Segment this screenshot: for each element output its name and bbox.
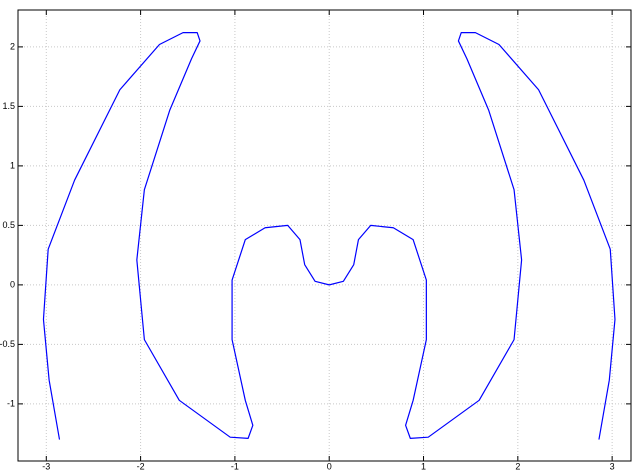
curve [42, 32, 616, 440]
x-tick-label: -1 [231, 461, 239, 471]
y-tick-label: 0.5 [2, 220, 15, 230]
y-tick-label: 1 [10, 160, 15, 170]
y-tick-label: -0.5 [0, 339, 15, 349]
plot-frame [17, 9, 632, 462]
x-tick-label: 2 [515, 461, 520, 471]
x-tick-label: -3 [42, 461, 50, 471]
x-tick-label: 3 [610, 461, 615, 471]
y-tick-label: 0 [10, 279, 15, 289]
x-tick-label: 1 [421, 461, 426, 471]
y-tick-label: 2 [10, 41, 15, 51]
y-tick-label: -1 [7, 398, 15, 408]
x-tick-label: -2 [137, 461, 145, 471]
y-tick-label: 1.5 [2, 101, 15, 111]
x-tick-label: 0 [327, 461, 332, 471]
